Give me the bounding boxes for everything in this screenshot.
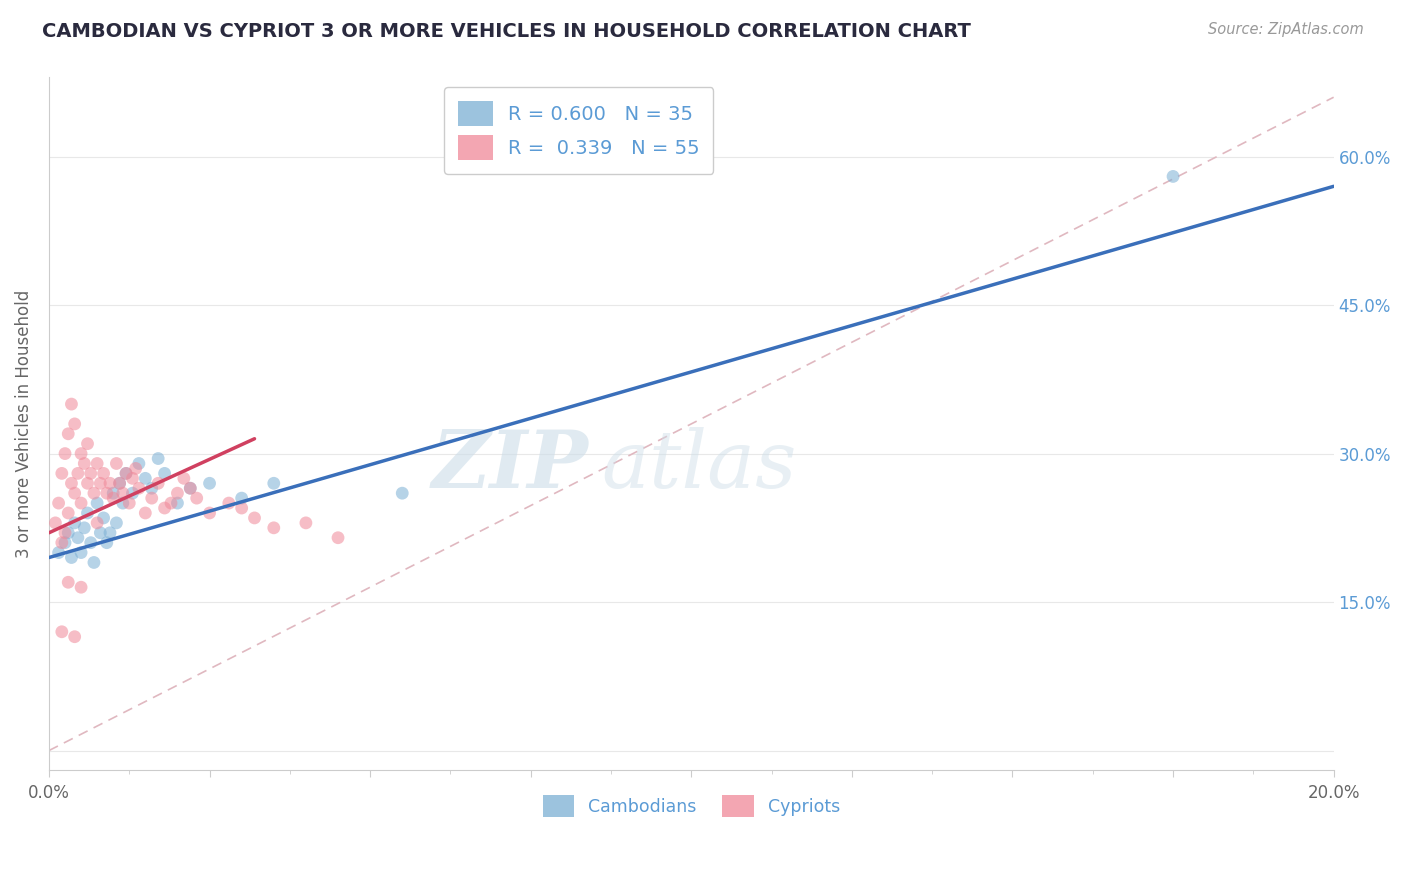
Point <box>96 535 118 549</box>
Point <box>51 467 73 481</box>
Point <box>58 506 80 520</box>
Point <box>111 496 134 510</box>
Point <box>76 476 98 491</box>
Point <box>173 471 195 485</box>
Point <box>121 471 143 485</box>
Point <box>86 457 108 471</box>
Point <box>231 501 253 516</box>
Point <box>93 467 115 481</box>
Point <box>115 467 138 481</box>
Point <box>326 531 349 545</box>
Point <box>58 525 80 540</box>
Point <box>108 476 131 491</box>
Point <box>89 525 111 540</box>
Point <box>231 491 253 505</box>
Text: atlas: atlas <box>602 426 797 504</box>
Point <box>128 481 150 495</box>
Point <box>60 550 83 565</box>
Point <box>83 486 105 500</box>
Point <box>186 491 208 505</box>
Point <box>198 476 221 491</box>
Point <box>134 471 156 485</box>
Point <box>141 491 163 505</box>
Point <box>80 535 103 549</box>
Point <box>63 417 86 431</box>
Point <box>98 525 121 540</box>
Point <box>146 451 169 466</box>
Point <box>53 535 76 549</box>
Point <box>48 496 70 510</box>
Y-axis label: 3 or more Vehicles in Household: 3 or more Vehicles in Household <box>15 290 32 558</box>
Point <box>121 486 143 500</box>
Point <box>125 461 148 475</box>
Point <box>103 486 125 500</box>
Point <box>118 496 141 510</box>
Point <box>86 516 108 530</box>
Point <box>70 496 93 510</box>
Point <box>111 486 134 500</box>
Point <box>83 556 105 570</box>
Point <box>153 467 176 481</box>
Point <box>198 506 221 520</box>
Point <box>146 476 169 491</box>
Point <box>103 491 125 505</box>
Point <box>70 447 93 461</box>
Point <box>76 506 98 520</box>
Point <box>80 467 103 481</box>
Point <box>616 154 638 169</box>
Point <box>160 496 183 510</box>
Point <box>179 481 201 495</box>
Point <box>60 476 83 491</box>
Point <box>105 516 128 530</box>
Point <box>134 506 156 520</box>
Point <box>76 436 98 450</box>
Point <box>73 457 96 471</box>
Point <box>63 486 86 500</box>
Point <box>48 545 70 559</box>
Point <box>263 476 285 491</box>
Point <box>108 476 131 491</box>
Point <box>141 481 163 495</box>
Point <box>218 496 240 510</box>
Point <box>98 476 121 491</box>
Text: Source: ZipAtlas.com: Source: ZipAtlas.com <box>1208 22 1364 37</box>
Point <box>66 467 89 481</box>
Point <box>70 580 93 594</box>
Point <box>263 521 285 535</box>
Text: CAMBODIAN VS CYPRIOT 3 OR MORE VEHICLES IN HOUSEHOLD CORRELATION CHART: CAMBODIAN VS CYPRIOT 3 OR MORE VEHICLES … <box>42 22 972 41</box>
Point <box>179 481 201 495</box>
Point <box>105 457 128 471</box>
Point <box>1161 169 1184 184</box>
Point <box>89 476 111 491</box>
Point <box>153 501 176 516</box>
Point <box>66 531 89 545</box>
Point <box>243 511 266 525</box>
Point <box>391 486 413 500</box>
Point <box>166 496 188 510</box>
Point <box>86 496 108 510</box>
Point <box>70 545 93 559</box>
Point <box>73 521 96 535</box>
Point <box>53 447 76 461</box>
Point <box>44 516 66 530</box>
Text: ZIP: ZIP <box>432 426 589 504</box>
Point <box>60 397 83 411</box>
Point <box>51 535 73 549</box>
Point <box>63 516 86 530</box>
Legend: Cambodians, Cypriots: Cambodians, Cypriots <box>536 788 846 824</box>
Point <box>166 486 188 500</box>
Point <box>51 624 73 639</box>
Point <box>58 426 80 441</box>
Point <box>96 486 118 500</box>
Point <box>63 630 86 644</box>
Point <box>53 525 76 540</box>
Point <box>115 467 138 481</box>
Point <box>128 457 150 471</box>
Point <box>295 516 318 530</box>
Point <box>58 575 80 590</box>
Point <box>93 511 115 525</box>
